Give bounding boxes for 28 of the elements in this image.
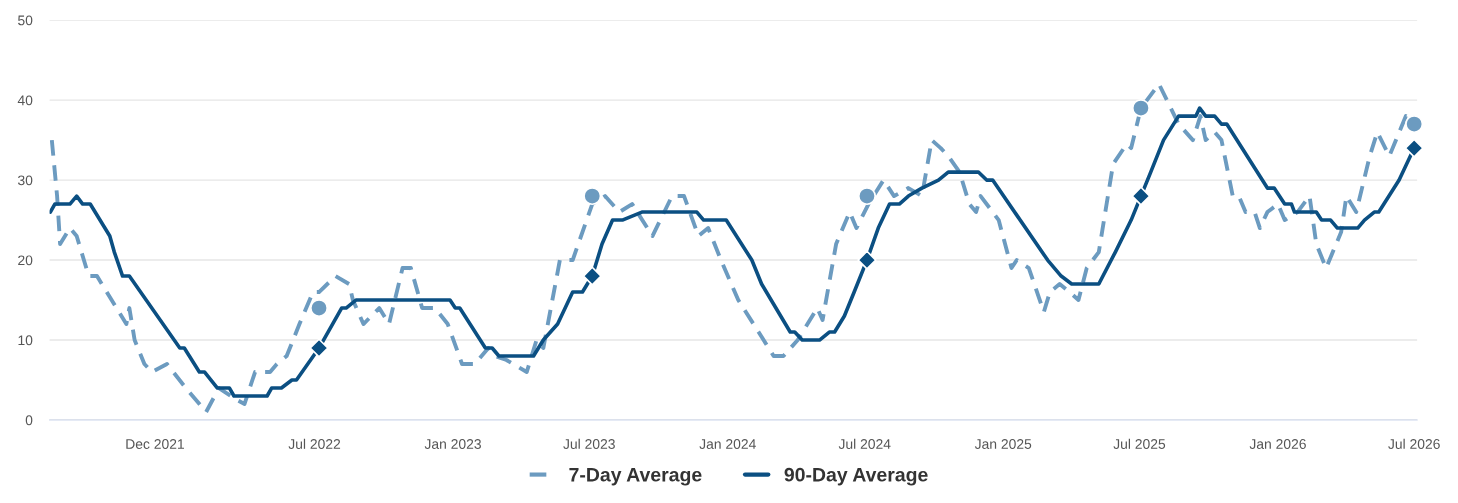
point [857, 250, 877, 270]
point [309, 298, 329, 318]
y-tick-label: 30 [17, 175, 33, 186]
point [1405, 115, 1424, 134]
x-tick-label: Jul 2022 [288, 438, 341, 449]
y-tick-label: 10 [18, 335, 33, 346]
x-tick-label: Jan 2023 [424, 439, 481, 449]
y-tick-label: 0 [25, 415, 33, 426]
x-tick-label: Dec 2021 [126, 439, 184, 449]
point [1131, 99, 1150, 118]
point [1131, 186, 1151, 206]
x-tick-label: Jan 2024 [699, 439, 756, 449]
point [1404, 138, 1424, 158]
point [309, 338, 329, 358]
y-tick-label: 40 [17, 95, 33, 106]
point [857, 187, 877, 206]
x-tick-label: Jan 2025 [974, 439, 1032, 449]
point [582, 266, 602, 286]
point [583, 187, 602, 206]
x-tick-label: Jul 2026 [1388, 438, 1440, 449]
legend-label: 90-Day Average [784, 467, 928, 486]
legend-label: 7-Day Average [569, 468, 702, 486]
x-tick-label: Jan 2026 [1249, 439, 1306, 449]
y-tick-label: 50 [18, 15, 33, 26]
x-tick-label: Jul 2025 [1113, 438, 1166, 449]
x-tick-label: Jul 2024 [838, 438, 891, 449]
x-tick-label: Jul 2023 [563, 438, 615, 449]
y-tick-label: 20 [18, 255, 33, 266]
